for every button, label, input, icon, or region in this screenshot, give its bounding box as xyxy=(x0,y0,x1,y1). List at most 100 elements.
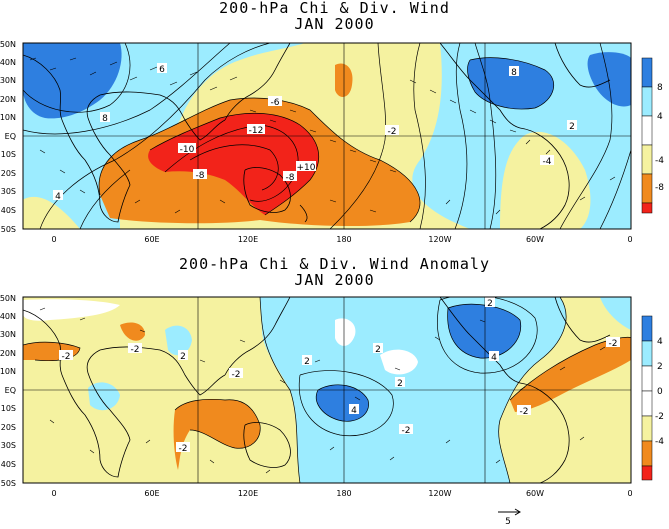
svg-text:120E: 120E xyxy=(238,489,258,498)
svg-text:2: 2 xyxy=(397,379,403,389)
svg-text:-12: -12 xyxy=(249,126,264,136)
bottom-contour-label: -2 xyxy=(128,343,142,355)
svg-text:0: 0 xyxy=(657,387,663,397)
svg-text:20S: 20S xyxy=(1,169,16,178)
svg-text:4: 4 xyxy=(55,192,61,202)
svg-text:-8: -8 xyxy=(196,171,205,181)
svg-text:+10: +10 xyxy=(297,163,316,173)
svg-text:0: 0 xyxy=(627,235,632,244)
svg-text:10N: 10N xyxy=(0,367,16,376)
bottom-contour-label: -2 xyxy=(399,424,413,436)
svg-text:-8: -8 xyxy=(286,173,295,183)
top-lat-labels: 50N 40N 30N 20N 10N EQ 10S 20S 30S 40S 5… xyxy=(0,40,16,234)
svg-text:EQ: EQ xyxy=(5,386,16,395)
bottom-contour-label: 2 xyxy=(485,297,495,309)
svg-text:-4: -4 xyxy=(543,157,552,167)
svg-text:-4: -4 xyxy=(655,156,664,166)
top-contour-label: -12 xyxy=(247,124,265,136)
svg-text:4: 4 xyxy=(491,353,497,363)
bottom-contour-label: 4 xyxy=(489,351,499,363)
svg-text:40S: 40S xyxy=(1,460,16,469)
reference-vector: 5 xyxy=(498,508,521,527)
svg-text:2: 2 xyxy=(487,299,493,309)
top-contour-label: -10 xyxy=(178,143,196,155)
svg-text:0: 0 xyxy=(627,489,632,498)
bottom-map: -2 -2 2 -2 -2 2 4 2 2 4 -2 -2 2 -2 50N 4… xyxy=(0,294,664,498)
svg-text:30N: 30N xyxy=(0,76,16,85)
bottom-contour-label: 4 xyxy=(349,404,359,416)
svg-text:2: 2 xyxy=(304,357,310,367)
svg-text:10N: 10N xyxy=(0,113,16,122)
svg-text:50N: 50N xyxy=(0,294,16,303)
bottom-lat-labels: 50N 40N 30N 20N 10N EQ 10S 20S 30S 40S 5… xyxy=(0,294,16,488)
svg-text:-2: -2 xyxy=(179,444,188,454)
svg-text:2: 2 xyxy=(375,345,381,355)
top-contour-label: -6 xyxy=(268,96,282,108)
bottom-contour-label: -2 xyxy=(517,405,531,417)
svg-text:60E: 60E xyxy=(144,489,159,498)
svg-text:-2: -2 xyxy=(655,412,664,422)
svg-text:30S: 30S xyxy=(1,187,16,196)
svg-text:2: 2 xyxy=(569,122,575,132)
svg-text:-4: -4 xyxy=(655,437,664,447)
svg-text:50S: 50S xyxy=(1,479,16,488)
svg-text:4: 4 xyxy=(351,406,357,416)
top-contour-label: +10 xyxy=(296,161,316,173)
svg-text:4: 4 xyxy=(657,337,663,347)
svg-text:30S: 30S xyxy=(1,441,16,450)
top-contour-label: -2 xyxy=(385,125,399,137)
svg-text:-6: -6 xyxy=(271,98,280,108)
top-title-line2: JAN 2000 xyxy=(294,15,375,33)
svg-text:-10: -10 xyxy=(180,145,195,155)
svg-text:-2: -2 xyxy=(62,352,71,362)
svg-text:50N: 50N xyxy=(0,40,16,49)
svg-text:60E: 60E xyxy=(144,235,159,244)
svg-text:-2: -2 xyxy=(232,370,241,380)
svg-text:-2: -2 xyxy=(520,407,529,417)
svg-text:40S: 40S xyxy=(1,206,16,215)
svg-text:30N: 30N xyxy=(0,330,16,339)
svg-text:-2: -2 xyxy=(609,339,618,349)
top-contour-label: 4 xyxy=(53,190,63,202)
svg-text:40N: 40N xyxy=(0,58,16,67)
svg-text:2: 2 xyxy=(657,362,663,372)
svg-text:50S: 50S xyxy=(1,225,16,234)
svg-text:180: 180 xyxy=(336,235,351,244)
bottom-contour-label: 2 xyxy=(373,343,383,355)
svg-text:0: 0 xyxy=(51,235,56,244)
svg-text:10S: 10S xyxy=(1,150,16,159)
svg-text:2: 2 xyxy=(180,352,186,362)
svg-text:8: 8 xyxy=(102,114,108,124)
svg-text:6: 6 xyxy=(159,65,165,75)
bottom-title-line1: 200-hPa Chi & Div. Wind Anomaly xyxy=(179,255,490,273)
svg-text:120W: 120W xyxy=(428,235,451,244)
bottom-contour-label: -2 xyxy=(606,337,620,349)
svg-text:10S: 10S xyxy=(1,404,16,413)
svg-text:20S: 20S xyxy=(1,423,16,432)
svg-text:8: 8 xyxy=(657,83,663,93)
svg-text:60W: 60W xyxy=(526,235,544,244)
top-contour-label: 6 xyxy=(157,63,167,75)
bottom-contour-label: 2 xyxy=(178,350,188,362)
reference-vector-label: 5 xyxy=(505,517,511,527)
svg-text:-2: -2 xyxy=(131,345,140,355)
svg-text:8: 8 xyxy=(511,68,517,78)
svg-text:0: 0 xyxy=(51,489,56,498)
top-contour-label: -8 xyxy=(193,169,207,181)
bottom-contour-label: -2 xyxy=(229,368,243,380)
svg-text:120E: 120E xyxy=(238,235,258,244)
svg-text:40N: 40N xyxy=(0,312,16,321)
svg-text:120W: 120W xyxy=(428,489,451,498)
svg-text:20N: 20N xyxy=(0,95,16,104)
top-colorbar: 8 4 -4 -8 xyxy=(641,57,664,214)
top-contour-label: 8 xyxy=(100,112,110,124)
svg-text:180: 180 xyxy=(336,489,351,498)
svg-text:20N: 20N xyxy=(0,349,16,358)
bottom-contour-label: 2 xyxy=(395,377,405,389)
top-contour-label: -8 xyxy=(283,171,297,183)
svg-text:4: 4 xyxy=(657,112,663,122)
bottom-contour-label: -2 xyxy=(176,442,190,454)
svg-text:-8: -8 xyxy=(655,183,664,193)
svg-text:60W: 60W xyxy=(526,489,544,498)
